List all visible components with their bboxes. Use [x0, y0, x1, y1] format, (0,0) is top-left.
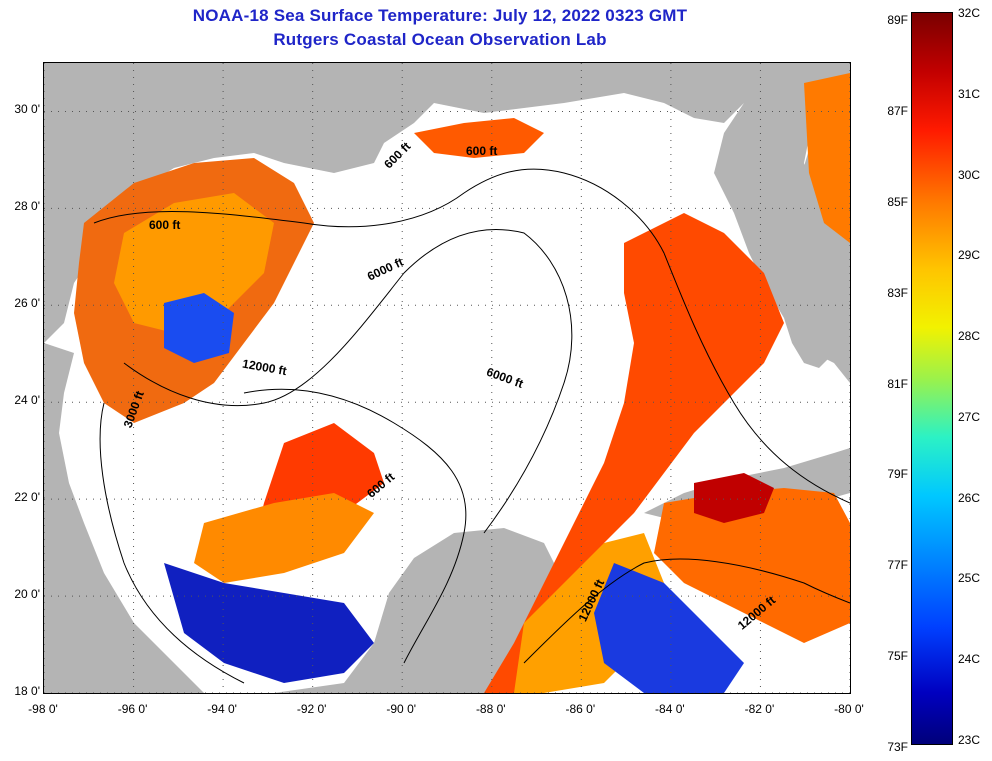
colorbar-celsius-label: 28C	[958, 329, 981, 344]
contour-label-600-west: 600 ft	[149, 218, 180, 232]
contour-label-600-north: 600 ft	[466, 144, 497, 158]
temperature-colorbar	[911, 12, 953, 745]
colorbar-celsius-label: 24C	[958, 652, 981, 667]
sst-patch-atlantic	[804, 73, 850, 243]
sst-patch-east	[484, 213, 784, 693]
lon-tick-label: -82 0'	[744, 702, 775, 716]
sst-patch-caribbean	[654, 488, 850, 643]
lon-tick-label: -98 0'	[28, 702, 58, 716]
colorbar-celsius-label: 27C	[958, 409, 981, 424]
lat-tick-label: 24 0'	[14, 393, 40, 408]
colorbar-celsius-label: 25C	[958, 571, 981, 586]
lon-tick-label: -80 0'	[834, 702, 864, 716]
lon-tick-label: -84 0'	[655, 702, 685, 716]
contour-mex	[99, 402, 245, 684]
lat-tick-label: 30 0'	[14, 102, 40, 117]
lat-tick-label: 20 0'	[14, 587, 40, 602]
map-subtitle: Rutgers Coastal Ocean Observation Lab	[273, 30, 607, 49]
colorbar-fahrenheit-label: 89F	[887, 13, 908, 27]
sst-patch-central-orange	[194, 493, 374, 583]
colorbar-fahrenheit-label: 75F	[887, 649, 908, 664]
contour-600	[93, 168, 850, 504]
map-title: NOAA-18 Sea Surface Temperature: July 12…	[192, 6, 688, 25]
colorbar-celsius-label: 30C	[958, 167, 981, 182]
colorbar-fahrenheit-label: 85F	[887, 194, 908, 209]
contour-caribbean	[523, 558, 850, 664]
colorbar-celsius-label: 32C	[958, 6, 981, 20]
lat-tick-label: 18 0'	[14, 684, 40, 698]
colorbar-fahrenheit-label: 73F	[887, 740, 908, 754]
contour-6000	[123, 228, 573, 534]
grid-lines	[44, 63, 850, 693]
bathymetry-contours	[93, 168, 850, 684]
lat-tick-label: 26 0'	[14, 296, 40, 311]
lat-tick-label: 28 0'	[14, 199, 40, 214]
sst-patch-caribbean-blue	[594, 563, 744, 693]
colorbar-fahrenheit-label: 77F	[887, 558, 908, 573]
colorbar-fahrenheit-label: 79F	[887, 467, 908, 482]
sst-patch-west-blue	[164, 293, 234, 363]
lat-tick-label: 22 0'	[14, 490, 40, 505]
lon-tick-label: -94 0'	[207, 702, 237, 716]
lon-tick-label: -92 0'	[296, 702, 327, 716]
lon-tick-label: -86 0'	[565, 702, 596, 716]
contour-12000	[243, 388, 467, 664]
sst-data-layer	[74, 73, 850, 693]
colorbar-fahrenheit-label: 81F	[887, 376, 908, 391]
sst-patch-south-blue	[164, 563, 374, 683]
sst-map[interactable]: 600 ft 600 ft 600 ft 600 ft 6000 ft 6000…	[43, 62, 851, 694]
colorbar-fahrenheit-label: 83F	[887, 285, 908, 300]
colorbar-celsius-label: 29C	[958, 248, 981, 263]
colorbar-celsius-label: 23C	[958, 733, 981, 747]
lon-tick-label: -88 0'	[475, 702, 506, 716]
land-mexico	[44, 343, 204, 693]
lon-tick-label: -96 0'	[117, 702, 148, 716]
colorbar-celsius-label: 31C	[958, 86, 981, 101]
sst-patch-caribbean-red	[694, 473, 774, 523]
lon-tick-label: -90 0'	[386, 702, 417, 716]
sst-patch-west-inner	[114, 193, 274, 333]
colorbar-fahrenheit-label: 87F	[887, 103, 908, 118]
land-north-america	[44, 63, 850, 368]
sst-patch-north	[414, 118, 544, 158]
colorbar-celsius-label: 26C	[958, 490, 981, 505]
